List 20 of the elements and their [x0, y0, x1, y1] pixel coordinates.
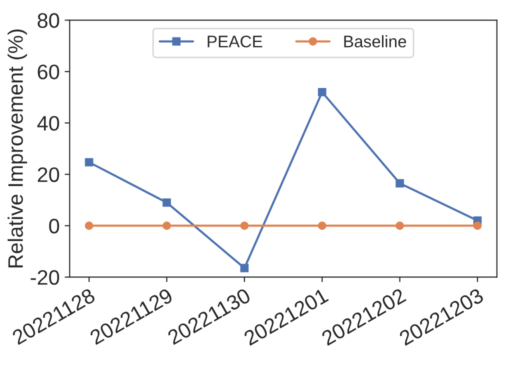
point — [84, 222, 94, 230]
point — [162, 198, 171, 207]
y-tick-label: -20 — [30, 270, 60, 285]
legend-label: Baseline — [344, 35, 406, 48]
y-tick-label: 60 — [38, 64, 60, 80]
point — [84, 158, 94, 166]
legend-label: PEACE — [208, 36, 262, 48]
point — [318, 88, 326, 96]
point — [396, 222, 404, 230]
y-tick-label: 80 — [38, 13, 60, 28]
point — [240, 264, 249, 272]
point — [162, 222, 171, 230]
y-tick-label: 0 — [49, 218, 60, 234]
y-axis-title: Relative Improvement (%) — [8, 30, 28, 268]
point — [240, 222, 249, 230]
point — [318, 222, 326, 230]
y-tick-label: 40 — [37, 116, 60, 131]
point — [396, 179, 404, 188]
y-tick-label: 20 — [38, 167, 60, 182]
point — [473, 222, 482, 230]
